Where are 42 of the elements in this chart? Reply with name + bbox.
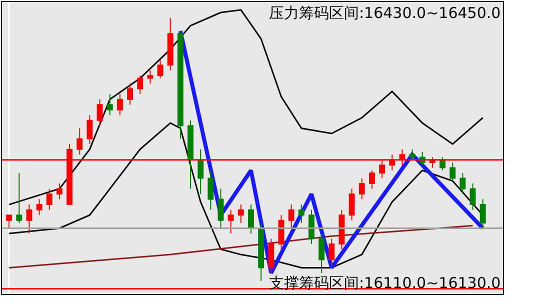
candlestick <box>116 94 123 116</box>
candlestick <box>298 204 304 224</box>
candlestick <box>16 172 22 224</box>
candlestick <box>328 238 335 266</box>
candlestick <box>268 238 274 274</box>
candlestick <box>480 198 486 229</box>
candlestick <box>218 188 224 229</box>
candlestick <box>188 120 194 190</box>
candlestick <box>56 183 62 200</box>
candlestick <box>228 209 234 234</box>
candlestick <box>409 148 416 160</box>
candlestick <box>460 172 466 195</box>
candlestick <box>127 83 133 106</box>
candlestick <box>36 198 42 216</box>
candlestick <box>198 148 204 195</box>
candlestick <box>167 17 174 71</box>
candlestick <box>177 30 184 140</box>
candlestick <box>238 204 244 224</box>
candlestick <box>358 178 365 200</box>
candlestick <box>288 204 294 229</box>
candlestick <box>338 209 345 250</box>
candlestick <box>258 222 264 282</box>
candlestick <box>26 204 32 234</box>
candlestick <box>157 59 164 79</box>
candlestick <box>470 183 476 210</box>
candlestick <box>208 170 214 210</box>
annotation: 支撑筹码区间:16110.0~16130.0 <box>269 274 501 292</box>
candlestick <box>248 204 254 234</box>
candlestick <box>348 188 355 221</box>
annotation: 压力筹码区间:16430.0~16450.0 <box>269 4 501 22</box>
candlestick <box>96 98 103 126</box>
candlestick <box>106 94 113 116</box>
candlestick <box>137 75 144 95</box>
candlestick <box>86 114 93 145</box>
candlestick <box>450 162 456 182</box>
candlestick <box>147 70 154 84</box>
candlestick <box>308 209 314 245</box>
candlestick <box>76 128 83 156</box>
candlestick <box>368 170 375 190</box>
candlestick <box>318 233 325 274</box>
candlestick <box>6 214 12 229</box>
candlestick <box>46 188 52 210</box>
